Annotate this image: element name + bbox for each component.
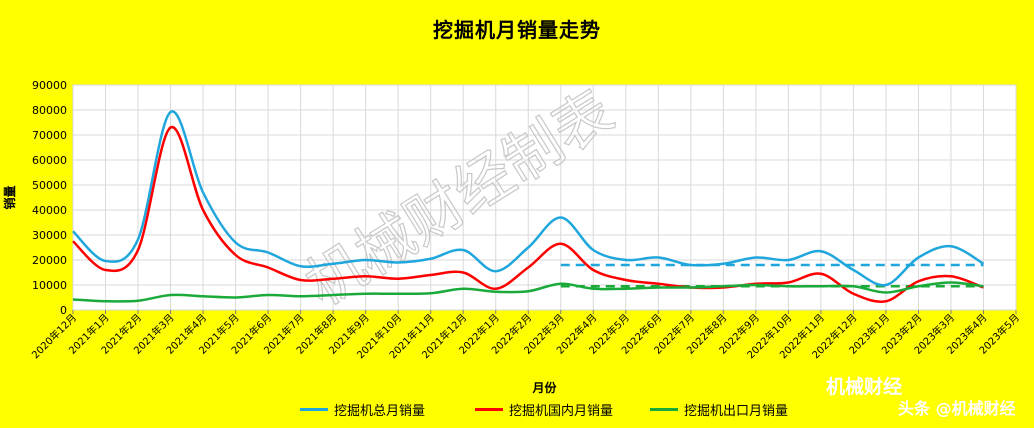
legend-item-0: 挖掘机总月销量	[300, 400, 475, 419]
series-line-2	[72, 281, 984, 303]
y-tick-label: 70000	[32, 129, 67, 142]
y-tick-label: 80000	[32, 104, 67, 117]
y-axis-title: 销量	[2, 185, 17, 209]
series-line-1	[72, 126, 984, 303]
brand-watermark-line2: 头条 @机械财经	[898, 399, 1016, 418]
y-tick-label: 40000	[32, 204, 67, 217]
brand-watermark-line1: 机械财经	[826, 376, 903, 398]
y-tick-label: 60000	[32, 154, 67, 167]
series-line-0	[72, 110, 985, 287]
legend-swatch	[475, 408, 503, 411]
y-tick-label: 0	[60, 304, 67, 317]
legend-swatch	[300, 408, 328, 411]
legend-label: 挖掘机出口月销量	[684, 404, 789, 419]
x-axis-title: 月份	[531, 380, 557, 395]
legend-label: 挖掘机总月销量	[334, 404, 426, 419]
y-tick-label: 90000	[32, 79, 67, 92]
y-tick-label: 50000	[32, 179, 67, 192]
legend-swatch	[650, 408, 678, 411]
legend-item-1: 挖掘机国内月销量	[475, 400, 650, 419]
chart-title: 挖掘机月销量走势	[433, 18, 601, 42]
y-tick-label: 20000	[32, 254, 67, 267]
legend-label: 挖掘机国内月销量	[509, 404, 614, 419]
y-tick-label: 30000	[32, 229, 67, 242]
y-tick-label: 10000	[32, 279, 67, 292]
legend-item-2: 挖掘机出口月销量	[650, 400, 825, 419]
legend: 挖掘机总月销量 挖掘机国内月销量 挖掘机出口月销量	[300, 400, 825, 419]
